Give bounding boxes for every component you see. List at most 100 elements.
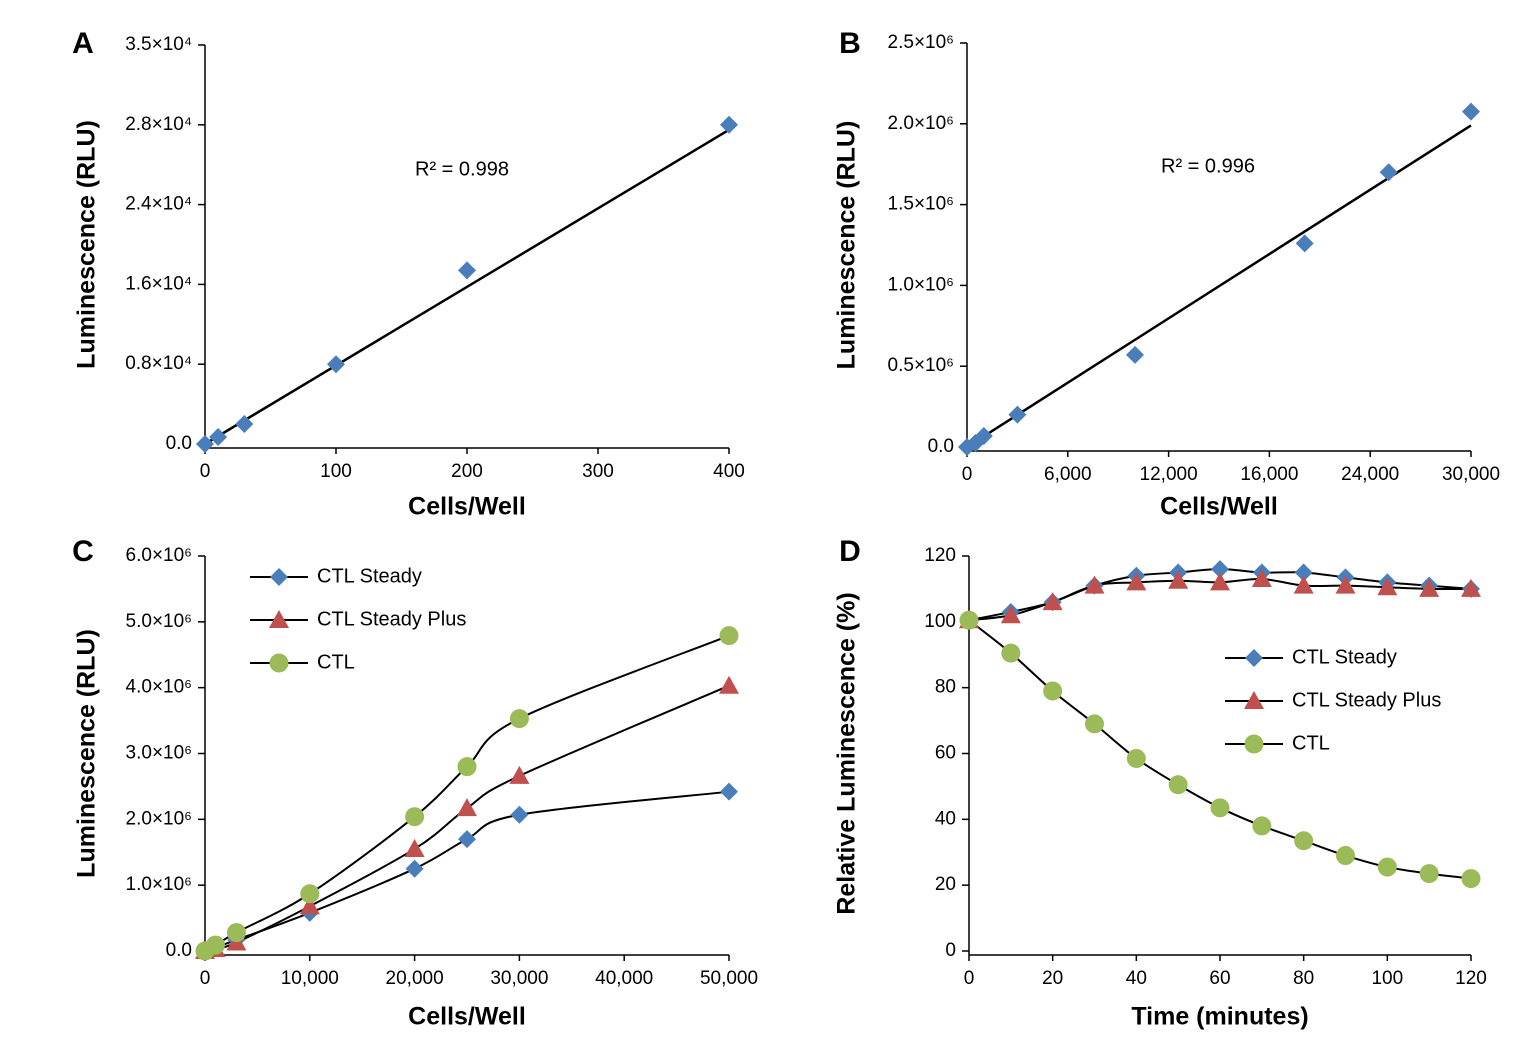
marker	[1168, 775, 1188, 795]
marker	[509, 709, 529, 729]
marker	[327, 355, 345, 374]
y-tick-label: 3.0×10⁶	[126, 743, 192, 764]
legend-label: CTL	[1292, 732, 1330, 754]
marker	[405, 807, 425, 827]
legend-label: CTL Steady Plus	[1292, 689, 1441, 711]
marker	[1295, 234, 1314, 253]
x-tick-label: 100	[1371, 968, 1403, 989]
marker	[1419, 864, 1439, 884]
legend-marker	[269, 653, 289, 673]
x-tick-label: 10,000	[281, 968, 339, 989]
marker	[458, 830, 476, 849]
y-tick-label: 0.0	[166, 940, 192, 961]
marker	[404, 838, 425, 857]
marker	[1461, 578, 1481, 597]
y-tick-label: 20	[935, 874, 956, 895]
annotation: R² = 0.998	[415, 158, 509, 180]
marker	[1126, 572, 1147, 591]
y-tick-label: 1.5×10⁶	[888, 194, 954, 215]
marker	[1293, 575, 1314, 594]
x-axis-title: Cells/Well	[408, 493, 526, 521]
legend-label: CTL Steady	[1292, 646, 1397, 668]
y-tick-label: 60	[935, 743, 956, 764]
x-tick-label: 30,000	[1442, 464, 1500, 485]
marker	[226, 923, 246, 943]
marker	[1210, 798, 1230, 818]
y-tick-label: 0.8×10⁴	[125, 353, 192, 374]
y-tick-label: 1.6×10⁴	[125, 273, 192, 294]
marker	[509, 765, 530, 784]
x-tick-label: 40,000	[595, 968, 653, 989]
marker	[959, 610, 979, 630]
y-tick-label: 0.5×10⁶	[888, 355, 954, 376]
marker	[1001, 643, 1021, 663]
x-axis-title: Cells/Well	[408, 1003, 526, 1031]
legend-marker	[269, 610, 289, 628]
marker	[235, 415, 254, 434]
marker	[1084, 575, 1105, 594]
marker	[1126, 345, 1144, 364]
x-axis-title: Cells/Well	[1160, 493, 1278, 521]
x-tick-label: 120	[1455, 968, 1487, 989]
x-axis-title: Time (minutes)	[1131, 1003, 1308, 1031]
marker	[1251, 569, 1272, 588]
marker	[1126, 748, 1146, 768]
marker	[1042, 592, 1063, 611]
marker	[1211, 560, 1229, 579]
x-tick-label: 80	[1293, 968, 1314, 989]
x-tick-label: 60	[1209, 968, 1230, 989]
y-tick-label: 2.0×10⁶	[888, 113, 954, 134]
x-tick-label: 20,000	[386, 968, 444, 989]
y-tick-label: 80	[935, 677, 956, 698]
marker	[299, 896, 320, 915]
marker	[300, 884, 320, 904]
marker	[1008, 405, 1027, 424]
y-tick-label: 120	[924, 545, 956, 566]
y-tick-label: 2.8×10⁴	[125, 114, 192, 135]
series-line	[204, 634, 730, 952]
y-tick-label: 3.5×10⁴	[125, 34, 192, 55]
panel-letter: A	[72, 27, 94, 60]
marker	[1294, 831, 1314, 851]
y-axis-title: Luminescence (RLU)	[73, 629, 101, 878]
marker	[196, 435, 214, 453]
marker	[974, 427, 993, 446]
marker	[1294, 563, 1313, 582]
marker	[1085, 714, 1104, 734]
x-tick-label: 6,000	[1044, 464, 1092, 485]
panel-letter: B	[839, 27, 861, 60]
legend-marker	[1244, 734, 1264, 754]
x-tick-label: 0	[964, 968, 975, 989]
x-tick-label: 12,000	[1140, 464, 1198, 485]
marker	[205, 935, 225, 955]
y-tick-label: 4.0×10⁶	[126, 677, 192, 698]
marker	[457, 798, 477, 817]
marker	[1000, 605, 1021, 624]
legend-marker	[1244, 691, 1264, 709]
marker	[719, 675, 739, 694]
marker	[720, 115, 738, 134]
x-tick-label: 400	[713, 461, 745, 482]
x-tick-label: 0	[200, 968, 211, 989]
x-tick-label: 100	[320, 461, 352, 482]
y-axis-title: Luminescence (RLU)	[833, 121, 861, 370]
marker	[1210, 572, 1230, 591]
x-tick-label: 0	[962, 464, 973, 485]
legend-marker	[1245, 649, 1263, 667]
y-tick-label: 0	[945, 940, 956, 961]
legend-label: CTL Steady Plus	[317, 608, 466, 630]
y-tick-label: 40	[935, 808, 956, 829]
y-tick-label: 2.5×10⁶	[888, 32, 954, 53]
marker	[720, 782, 738, 801]
panel-letter: C	[72, 535, 94, 568]
x-tick-label: 20	[1042, 968, 1063, 989]
panel-letter: D	[839, 535, 861, 568]
legend-label: CTL	[317, 651, 355, 673]
marker	[1168, 570, 1189, 589]
y-tick-label: 1.0×10⁶	[888, 274, 954, 295]
x-tick-label: 200	[451, 461, 483, 482]
legend-marker	[270, 568, 288, 586]
y-axis-title: Relative Luminescence (%)	[833, 592, 861, 914]
marker	[1377, 857, 1397, 877]
